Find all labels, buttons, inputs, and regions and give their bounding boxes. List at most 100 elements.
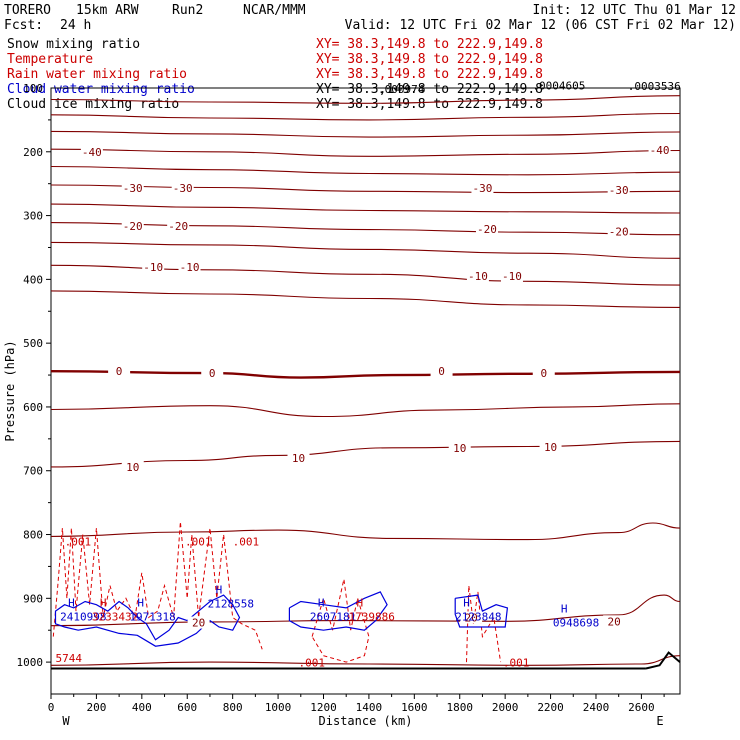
max-marker-value: 2123848 <box>455 610 501 623</box>
isotherm-label-bg <box>607 184 630 197</box>
top-value-label: .000974 <box>378 83 425 96</box>
y-tick-label: 300 <box>23 210 43 223</box>
isotherm-label: 20 <box>192 617 205 630</box>
isotherm-label-bg <box>121 182 144 195</box>
isotherm-label-bg <box>539 441 562 454</box>
y-tick-label: 900 <box>23 592 43 605</box>
x-tick-label: 2200 <box>537 701 564 714</box>
x-tick-label: 2600 <box>628 701 655 714</box>
forecast-label: Fcst: <box>4 18 43 33</box>
x-tick-label: 1200 <box>310 701 337 714</box>
cloud-water-contour <box>288 591 388 631</box>
isotherm-label: 20 <box>464 611 477 624</box>
y-axis-title: Pressure (hPa) <box>3 340 17 441</box>
y-tick-label: 500 <box>23 337 43 350</box>
isotherm-label: -40 <box>82 146 102 159</box>
x-tick-label: 600 <box>177 701 197 714</box>
isotherm-line <box>50 184 681 194</box>
x-tick-label: 800 <box>223 701 243 714</box>
isotherm-label: 20 <box>608 615 621 628</box>
y-top-label: 100 <box>23 82 43 95</box>
x-tick-label: 1800 <box>446 701 473 714</box>
init-time: Init: 12 UTC Thu 01 Mar 12 <box>533 3 737 18</box>
organization: NCAR/MMM <box>243 3 306 18</box>
isotherm-label: 10 <box>453 442 466 455</box>
isotherm-label-bg <box>607 225 630 238</box>
field-xy-range: XY= 38.3,149.8 to 222.9,149.8 <box>316 52 543 67</box>
cloud-water-contour <box>454 594 509 628</box>
isotherm-line <box>50 203 681 214</box>
x-tick-label: 1000 <box>265 701 292 714</box>
valid-time: Valid: 12 UTC Fri 02 Mar 12 (06 CST Fri … <box>345 18 736 33</box>
y-tick-label: 1000 <box>17 656 44 669</box>
isotherm-label: -20 <box>609 226 629 239</box>
max-marker-value: 2410998 <box>60 610 106 623</box>
y-tick-label: 800 <box>23 529 43 542</box>
rain-mixing-contour <box>466 585 502 663</box>
top-value-label: .0004605 <box>532 79 585 92</box>
isotherm-line <box>50 522 681 541</box>
isotherm-label-bg <box>471 182 494 195</box>
y-tick-label: 400 <box>23 273 43 286</box>
isotherm-label-bg <box>448 441 471 454</box>
isotherm-label: -30 <box>609 184 629 197</box>
y-tick-label: 600 <box>23 401 43 414</box>
y-tick-label: 200 <box>23 146 43 159</box>
max-marker-value: 3233432 <box>92 610 138 623</box>
top-value-label: .0003536 <box>628 80 681 93</box>
max-marker-h: H <box>318 596 325 609</box>
isotherm-label-bg <box>500 270 523 283</box>
isotherm-label-bg <box>201 367 224 380</box>
isotherm-label: -10 <box>468 270 488 283</box>
x-tick-label: 2000 <box>492 701 519 714</box>
isotherm-line <box>50 222 681 236</box>
field-xy-range: XY= 38.3,149.8 to 222.9,149.8 <box>316 82 543 97</box>
field-name: Temperature <box>7 52 93 67</box>
axes: 0 200 400 600 800 1000 1200 1400 1600 1800 2000 220… <box>3 82 665 728</box>
plot-area: -40 -40 -30 -30 -30 -30 -20 -20 -20 -20 -10 -10 -10 -… <box>50 79 681 695</box>
isotherm-label: 0 <box>438 365 445 378</box>
field-name: Cloud water mixing ratio <box>7 82 195 97</box>
rain-mixing-label: .001 <box>299 657 326 670</box>
max-marker-h: H <box>216 584 223 597</box>
max-marker-value: 2607181 <box>310 610 356 623</box>
isotherm-label: -40 <box>650 144 670 157</box>
plot-frame <box>50 87 681 695</box>
y-tick-label: 700 <box>23 465 43 478</box>
rain-mixing-label: .001 <box>503 657 530 670</box>
isotherm-label: -20 <box>477 223 497 236</box>
isotherm-label: 10 <box>126 461 139 474</box>
max-marker-value: 1739886 <box>348 610 394 623</box>
isotherm-label: 10 <box>544 441 557 454</box>
isotherm-label: 0 <box>209 367 216 380</box>
isotherm-label-bg <box>532 367 555 380</box>
isotherm-label-bg <box>167 219 190 232</box>
isotherm-line <box>50 165 681 176</box>
isotherm-label: 0 <box>540 367 547 380</box>
max-marker-value: 0948698 <box>553 617 599 630</box>
max-marker-value: 1971318 <box>129 610 175 623</box>
isotherm-label-bg <box>108 365 131 378</box>
rain-mixing-label: .001 <box>233 535 260 548</box>
isotherm-label: 0 <box>116 365 123 378</box>
x-tick-label: 1400 <box>356 701 383 714</box>
isotherm-label-bg <box>466 270 489 283</box>
isotherm-line <box>50 148 681 157</box>
isotherm-label-bg <box>475 222 498 235</box>
isotherm-label: -10 <box>502 270 522 283</box>
isotherm-label: -30 <box>173 182 193 195</box>
rain-mixing-label: .001 <box>65 535 92 548</box>
isotherm-label-bg <box>121 219 144 232</box>
isotherm-line <box>50 403 681 418</box>
x-tick-label: 200 <box>86 701 106 714</box>
run-name: Run2 <box>172 3 203 18</box>
isotherm-line <box>50 95 681 104</box>
isotherm-label-bg <box>142 261 165 274</box>
isotherm-line <box>50 130 681 138</box>
resolution: 15km ARW <box>76 3 139 18</box>
x-tick-label: 400 <box>132 701 152 714</box>
max-marker-h: H <box>137 596 144 609</box>
isotherm-line <box>50 370 681 379</box>
isotherm-label-bg <box>460 611 483 624</box>
